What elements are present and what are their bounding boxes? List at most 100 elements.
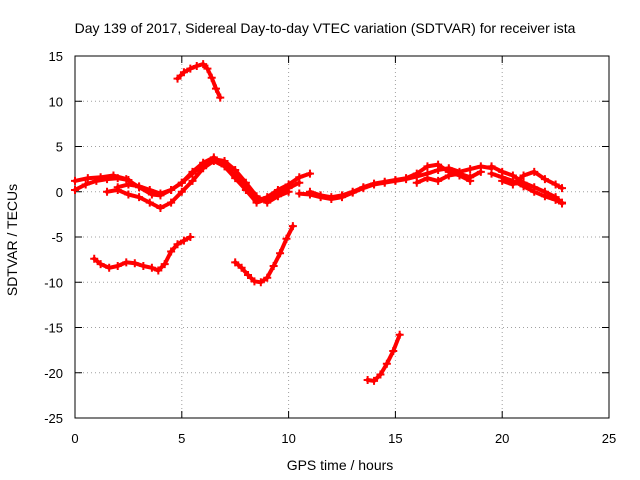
data-point bbox=[177, 187, 186, 196]
series-track-13 bbox=[231, 222, 297, 287]
data-point bbox=[186, 233, 195, 241]
y-tick-label: 0 bbox=[56, 185, 63, 200]
data-point bbox=[530, 167, 539, 176]
data-point bbox=[130, 259, 139, 268]
data-point bbox=[395, 330, 404, 339]
data-point bbox=[558, 199, 567, 208]
data-point bbox=[551, 180, 560, 189]
data-point bbox=[305, 187, 314, 196]
data-point bbox=[96, 173, 105, 182]
y-tick-label: 15 bbox=[49, 49, 63, 64]
data-point bbox=[288, 222, 297, 231]
data-point bbox=[348, 187, 357, 196]
data-point bbox=[295, 189, 304, 198]
data-point bbox=[338, 191, 346, 200]
data-point bbox=[359, 183, 368, 192]
y-axis-ticks: 15 10 5 0 -5 -10 -15 -20 -25 bbox=[44, 49, 609, 426]
data-point bbox=[167, 198, 176, 207]
x-axis-ticks: 0 5 10 15 20 25 bbox=[71, 56, 616, 446]
data-point bbox=[466, 165, 475, 174]
data-point bbox=[434, 176, 443, 185]
data-point bbox=[327, 193, 336, 202]
series-track-10 bbox=[498, 167, 567, 193]
data-point bbox=[173, 74, 182, 83]
data-point bbox=[540, 175, 549, 184]
series-track-7 bbox=[412, 167, 485, 187]
data-point bbox=[145, 198, 154, 207]
x-tick-label: 10 bbox=[281, 431, 295, 446]
data-point bbox=[216, 93, 225, 102]
data-point bbox=[256, 278, 265, 287]
series-track-11 bbox=[173, 60, 225, 102]
data-point bbox=[551, 195, 560, 204]
data-point bbox=[237, 263, 246, 272]
data-point bbox=[284, 187, 293, 196]
series-track-12 bbox=[90, 233, 195, 275]
x-axis-label: GPS time / hours bbox=[287, 457, 394, 473]
series-band bbox=[233, 224, 295, 285]
data-point bbox=[177, 178, 186, 187]
data-point bbox=[96, 260, 105, 269]
data-point bbox=[231, 166, 240, 175]
data-point bbox=[103, 187, 112, 196]
series-track-6 bbox=[305, 160, 475, 202]
data-point bbox=[487, 169, 496, 178]
data-point bbox=[276, 249, 285, 258]
data-point bbox=[252, 192, 261, 201]
data-point bbox=[370, 179, 379, 188]
x-tick-label: 0 bbox=[71, 431, 78, 446]
y-tick-label: -10 bbox=[44, 275, 63, 290]
data-point bbox=[455, 169, 464, 178]
data-point bbox=[188, 169, 197, 178]
series-track-4 bbox=[113, 155, 293, 207]
data-point bbox=[90, 254, 99, 263]
data-point bbox=[167, 247, 176, 256]
data-point bbox=[203, 64, 212, 73]
data-point bbox=[179, 236, 188, 245]
data-point bbox=[382, 359, 391, 368]
data-point bbox=[558, 184, 567, 193]
data-point bbox=[209, 155, 218, 164]
x-tick-label: 15 bbox=[388, 431, 402, 446]
data-point bbox=[173, 240, 182, 249]
y-tick-label: -15 bbox=[44, 321, 63, 336]
data-point bbox=[402, 174, 411, 183]
data-point bbox=[434, 160, 443, 169]
data-point bbox=[135, 182, 144, 191]
data-point bbox=[147, 263, 156, 272]
data-point bbox=[179, 68, 188, 77]
data-point bbox=[83, 174, 92, 183]
data-point bbox=[263, 198, 272, 207]
data-point bbox=[81, 180, 90, 189]
data-point bbox=[192, 61, 201, 70]
data-point bbox=[109, 171, 118, 180]
data-point bbox=[135, 193, 144, 202]
data-point bbox=[105, 263, 114, 272]
data-point bbox=[186, 64, 195, 73]
x-tick-label: 20 bbox=[495, 431, 509, 446]
data-point bbox=[122, 175, 131, 184]
y-tick-label: 5 bbox=[56, 140, 63, 155]
data-points bbox=[71, 60, 567, 385]
data-point bbox=[124, 180, 133, 189]
data-point bbox=[71, 176, 79, 185]
data-point bbox=[389, 347, 398, 356]
data-point bbox=[498, 176, 507, 185]
data-point bbox=[423, 162, 432, 171]
data-point bbox=[540, 192, 549, 201]
data-point bbox=[466, 173, 475, 182]
data-point bbox=[71, 185, 79, 194]
data-point bbox=[273, 192, 282, 201]
data-point bbox=[113, 183, 122, 192]
data-point bbox=[380, 177, 389, 186]
data-point bbox=[156, 204, 165, 213]
series-band bbox=[308, 162, 473, 200]
data-point bbox=[160, 260, 169, 269]
data-point bbox=[295, 178, 304, 187]
data-point bbox=[376, 370, 385, 379]
data-point bbox=[139, 261, 148, 270]
data-point bbox=[156, 189, 165, 198]
data-point bbox=[231, 174, 240, 183]
y-axis-label: SDTVAR / TECUs bbox=[4, 184, 20, 296]
